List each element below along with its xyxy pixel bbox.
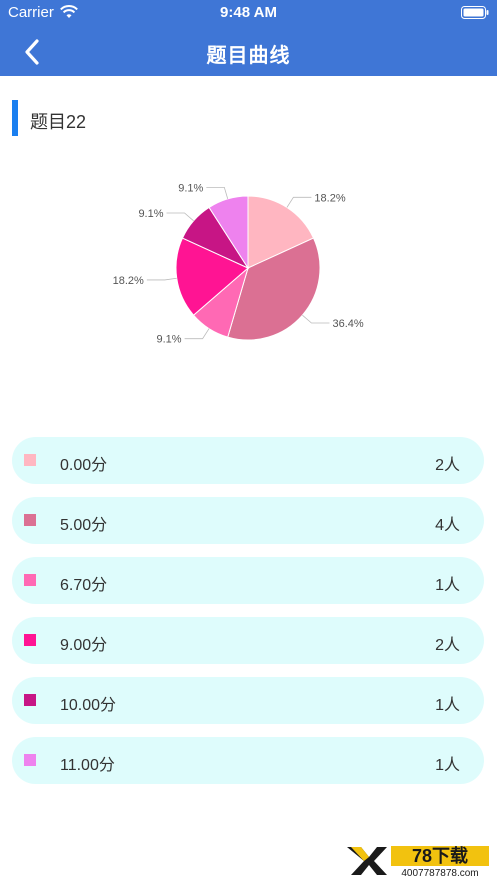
nav-bar: 题目曲线 xyxy=(0,28,497,76)
pie-chart-svg: 18.2% 36.4% 9.1% 18.2% 9.1% 9.1% xyxy=(113,182,364,346)
person-count: 2人 xyxy=(435,457,460,474)
pie-label-leader xyxy=(302,314,330,324)
score-legend-row[interactable]: 9.00分 2人 xyxy=(12,617,484,664)
pie-slice-label: 9.1% xyxy=(178,182,203,194)
person-count: 1人 xyxy=(435,757,460,774)
svg-text:4007787878.com: 4007787878.com xyxy=(401,868,478,879)
score-label: 6.70分 xyxy=(60,577,108,594)
pie-label-leader xyxy=(166,212,194,222)
color-swatch xyxy=(24,694,36,706)
pie-slice xyxy=(208,195,249,270)
color-swatch xyxy=(24,574,36,586)
person-count: 1人 xyxy=(435,577,460,594)
score-legend-row[interactable]: 5.00分 4人 xyxy=(12,497,484,544)
pie-label-leader xyxy=(146,277,177,281)
pie-label-leader xyxy=(184,328,210,340)
site-watermark-logo: 78下载 4007787878.com xyxy=(343,843,493,879)
score-label: 9.00分 xyxy=(60,637,108,654)
score-legend-row[interactable]: 6.70分 1人 xyxy=(12,557,484,604)
pie-slice-label: 18.2% xyxy=(314,192,345,204)
color-swatch xyxy=(24,514,36,526)
color-swatch xyxy=(24,454,36,466)
chevron-left-icon[interactable] xyxy=(20,38,44,66)
section-title: 题目22 xyxy=(30,112,87,132)
score-legend-row[interactable]: 0.00分 2人 xyxy=(12,437,484,484)
score-label: 0.00分 xyxy=(60,457,108,474)
carrier-label: Carrier xyxy=(8,4,54,21)
score-label: 11.00分 xyxy=(60,757,115,774)
pie-label-leader xyxy=(286,196,312,208)
score-label: 5.00分 xyxy=(60,517,108,534)
pie-slice-label: 9.1% xyxy=(138,208,163,220)
score-legend-row[interactable]: 11.00分 1人 xyxy=(12,737,484,784)
section-accent-bar xyxy=(12,100,18,136)
score-label: 10.00分 xyxy=(60,697,117,714)
person-count: 2人 xyxy=(435,637,460,654)
pie-slice xyxy=(247,195,315,269)
color-swatch xyxy=(24,754,36,766)
pie-label-leader xyxy=(206,187,229,200)
battery-icon xyxy=(461,6,489,19)
pie-chart: 18.2% 36.4% 9.1% 18.2% 9.1% 9.1% xyxy=(95,170,395,360)
pie-slice-label: 36.4% xyxy=(332,318,363,330)
pie-slice-label: 9.1% xyxy=(157,334,182,346)
wifi-icon xyxy=(60,5,78,18)
person-count: 1人 xyxy=(435,697,460,714)
page-title: 题目曲线 xyxy=(206,45,291,67)
score-legend-list: 0.00分 2人 5.00分 4人 6.70分 1人 9.00分 2人 10.00分 1人 11.0… xyxy=(12,437,484,797)
pie-slice xyxy=(227,237,321,341)
person-count: 4人 xyxy=(435,517,460,534)
score-legend-row[interactable]: 10.00分 1人 xyxy=(12,677,484,724)
svg-text:78下载: 78下载 xyxy=(412,845,468,866)
status-time: 9:48 AM xyxy=(220,4,277,21)
color-swatch xyxy=(24,634,36,646)
pie-slice-label: 18.2% xyxy=(113,275,144,287)
status-bar: Carrier 9:48 AM xyxy=(0,0,497,28)
